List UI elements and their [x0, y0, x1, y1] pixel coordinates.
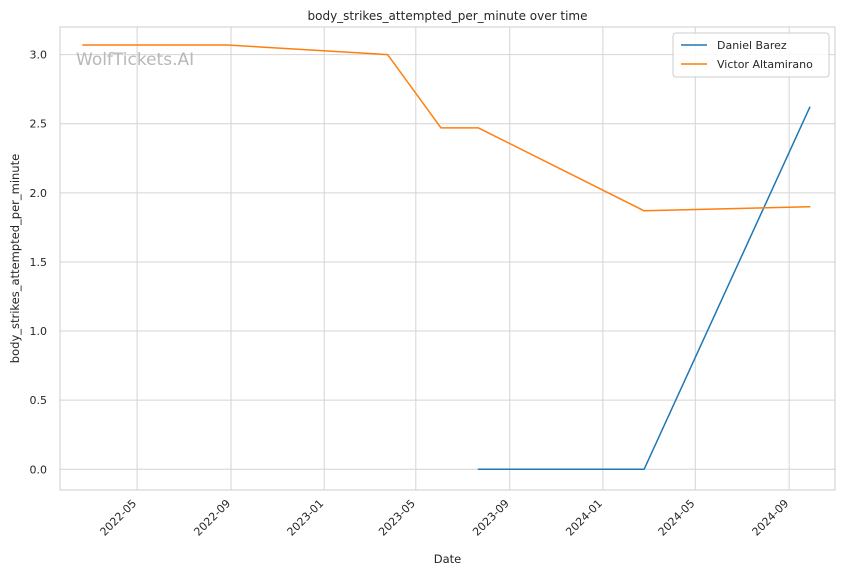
y-axis-ticks: 0.0 0.5 1.0 1.5 2.0 2.5 3.0 — [30, 49, 48, 477]
grid-lines — [60, 27, 835, 490]
legend: Daniel Barez Victor Altamirano — [672, 32, 830, 78]
legend-entry-label: Victor Altamirano — [717, 58, 813, 71]
y-tick-label: 3.0 — [30, 49, 48, 62]
y-tick-label: 0.0 — [30, 463, 48, 476]
y-tick-label: 1.0 — [30, 325, 48, 338]
legend-box — [672, 32, 830, 78]
y-tick-label: 2.0 — [30, 187, 48, 200]
y-axis-label: body_strikes_attempted_per_minute — [8, 154, 22, 363]
chart-title: body_strikes_attempted_per_minute over t… — [308, 9, 588, 23]
y-tick-label: 1.5 — [30, 256, 48, 269]
series-layer — [82, 44, 811, 471]
series-line — [82, 44, 811, 212]
plot-area-frame — [59, 26, 836, 491]
y-tick-label: 0.5 — [30, 394, 48, 407]
watermark-text: WolfTickets.AI — [76, 50, 194, 70]
series-line — [477, 106, 811, 471]
x-axis-label: Date — [434, 552, 462, 566]
legend-entry-label: Daniel Barez — [717, 39, 787, 52]
y-tick-label: 2.5 — [30, 118, 48, 131]
